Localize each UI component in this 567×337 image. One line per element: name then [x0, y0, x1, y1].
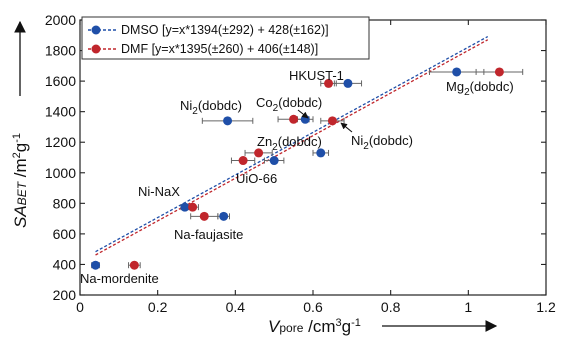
data-point-dmso: [452, 67, 462, 77]
data-point-dmf: [327, 116, 337, 126]
x-tick-label: 1.2: [536, 299, 556, 315]
y-title-unit-sup: 2: [11, 152, 23, 158]
x-title-sub: pore: [279, 321, 303, 335]
data-point-dmf: [494, 67, 504, 77]
y-title-sub: BET: [15, 180, 29, 205]
data-point-dmf: [188, 202, 198, 212]
annotation-label: Ni2(dobdc): [180, 98, 242, 117]
chart-legend: DMSO [y=x*1394(±292) + 428(±162)] DMF [y…: [81, 16, 370, 60]
data-point-dmf: [238, 156, 248, 166]
legend-entry-dmf: DMF [y=x*1395(±260) + 406(±148)]: [121, 42, 318, 56]
legend-equation-dmf: [y=x*1395(±260) + 406(±148)]: [152, 42, 319, 56]
x-tick-label: 1: [464, 299, 472, 315]
annotation-label: Co2(dobdc): [256, 95, 322, 114]
annotation-label: Mg2(dobdc): [446, 79, 514, 98]
data-point-dmso: [219, 211, 229, 221]
data-point-dmf: [129, 260, 139, 270]
y-tick-label: 1600: [45, 73, 76, 89]
x-tick-label: 0: [76, 299, 84, 315]
y-title-unit-tail: g: [11, 143, 30, 152]
y-tick-label: 400: [53, 256, 77, 272]
pointer-arrow-co2: [297, 109, 309, 119]
y-tick-label: 1200: [45, 134, 76, 150]
annotation-label: Ni-NaX: [138, 184, 180, 199]
legend-equation-dmso: [y=x*1394(±292) + 428(±162)]: [162, 23, 329, 37]
x-tick-label: 0.6: [303, 299, 323, 315]
x-tick-label: 0.8: [381, 299, 401, 315]
fit-line-dmso: [95, 35, 489, 253]
annotation-label: Na-faujasite: [174, 227, 243, 242]
x-title-unit-sup: 3: [335, 317, 341, 329]
legend-marker-dmf: [91, 44, 101, 54]
y-axis-title: SABET /m2g-1: [11, 133, 30, 228]
data-point-dmso: [316, 148, 326, 158]
y-tick-label: 1800: [45, 43, 76, 59]
y-tick-label: 1000: [45, 165, 76, 181]
data-point-dmso: [269, 156, 279, 166]
x-title-unit-tail-sup: -1: [351, 317, 361, 329]
data-point-dmso: [180, 202, 190, 212]
x-axis-title: Vpore /cm3g-1: [268, 317, 361, 336]
x-title-main: V: [268, 317, 281, 336]
annotation-label: Zn2(dobdc): [257, 134, 322, 153]
y-tick-label: 200: [53, 287, 77, 303]
y-tick-label: 600: [53, 226, 77, 242]
legend-marker-dmso: [91, 25, 101, 35]
x-title-unit-tail: g: [342, 317, 351, 336]
annotation-label: Ni2(dobdc): [351, 133, 413, 152]
legend-frame: [81, 16, 370, 60]
legend-entry-dmso: DMSO [y=x*1394(±292) + 428(±162)]: [121, 23, 329, 37]
y-title-unit: /m: [11, 158, 30, 182]
data-point-dmf: [254, 148, 264, 158]
x-tick-label: 0.4: [226, 299, 246, 315]
fit-line-dmf: [95, 39, 489, 256]
data-point-dmso: [91, 260, 101, 270]
y-title-unit-tail-sup: -1: [11, 133, 23, 143]
annotation-label: Na-mordenite: [80, 271, 159, 286]
annotation-label: HKUST-1: [289, 68, 344, 83]
pointer-arrow-ni2: [340, 122, 353, 133]
y-tick-label: 1400: [45, 104, 76, 120]
x-tick-label: 0.2: [148, 299, 168, 315]
legend-prefix-dmf: DMF: [121, 42, 152, 56]
y-title-main: SA: [11, 205, 30, 228]
data-point-dmf: [289, 114, 299, 124]
data-point-dmf: [199, 211, 209, 221]
data-point-dmf: [324, 78, 334, 88]
data-point-dmso: [223, 116, 233, 126]
annotation-label: UiO-66: [236, 171, 277, 186]
plot-frame: [79, 19, 547, 296]
y-tick-label: 2000: [45, 12, 76, 28]
y-tick-label: 800: [53, 195, 77, 211]
x-title-unit: /cm: [303, 317, 335, 336]
data-point-dmso: [343, 78, 353, 88]
legend-prefix-dmso: DMSO: [121, 23, 162, 37]
